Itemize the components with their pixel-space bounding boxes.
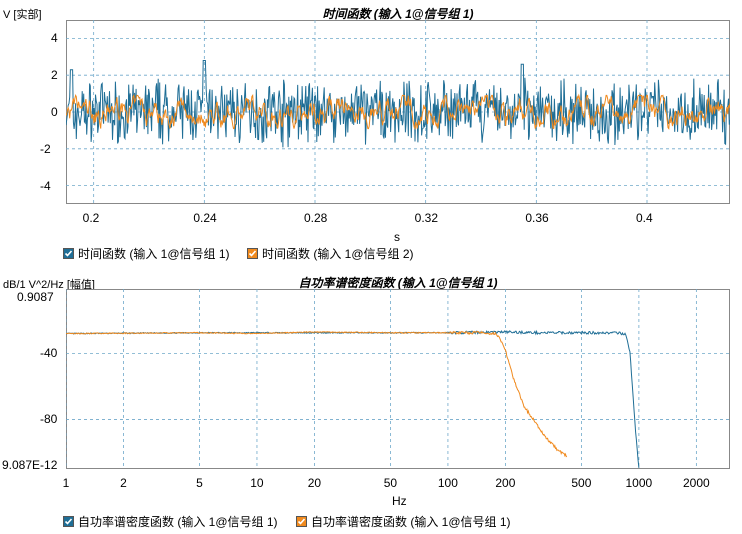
series-line-2 bbox=[66, 93, 730, 131]
x-tick-label: 2000 bbox=[682, 476, 710, 490]
x-tick-label: 0.32 bbox=[414, 211, 439, 225]
x-tick-label: 1 bbox=[62, 476, 70, 490]
series-line-1 bbox=[66, 60, 730, 148]
legend-label: 自功率谱密度函数 (输入 1@信号组 1) bbox=[311, 515, 511, 529]
x-tick-label: 100 bbox=[437, 476, 458, 490]
bottom-chart-ymin-label: 9.087E-12 bbox=[2, 458, 58, 472]
x-tick-label: 200 bbox=[495, 476, 516, 490]
x-tick-label: 0.4 bbox=[636, 211, 653, 225]
x-tick-label: 1000 bbox=[625, 476, 653, 490]
x-tick-label: 0.28 bbox=[304, 211, 328, 225]
legend-label: 时间函数 (输入 1@信号组 2) bbox=[262, 247, 414, 261]
series-line-2 bbox=[66, 330, 568, 458]
y-tick-label: 0 bbox=[51, 105, 58, 119]
checkbox-icon[interactable] bbox=[247, 248, 258, 259]
top-chart-plot[interactable] bbox=[66, 20, 730, 204]
legend-label: 时间函数 (输入 1@信号组 1) bbox=[78, 247, 230, 261]
bottom-chart-title: 自功率谱密度函数 (输入 1@信号组 1) bbox=[298, 276, 498, 290]
x-tick-label: 5 bbox=[196, 476, 203, 490]
x-tick-label: 500 bbox=[571, 476, 592, 490]
y-tick-label: 4 bbox=[51, 31, 58, 46]
y-tick-label: -80 bbox=[40, 412, 58, 427]
bottom-chart-xlabel: Hz bbox=[392, 494, 407, 508]
checkbox-icon[interactable] bbox=[296, 516, 307, 527]
top-legend-item-2[interactable]: 时间函数 (输入 1@信号组 2) bbox=[247, 245, 414, 262]
top-legend-item-1[interactable]: 时间函数 (输入 1@信号组 1) bbox=[63, 245, 230, 262]
bottom-legend-item-1[interactable]: 自功率谱密度函数 (输入 1@信号组 1) bbox=[63, 513, 278, 530]
y-tick-label: -40 bbox=[40, 346, 58, 361]
checkbox-icon[interactable] bbox=[63, 248, 74, 259]
y-tick-label: 2 bbox=[51, 68, 58, 83]
x-tick-label: 20 bbox=[307, 476, 322, 490]
bottom-chart-ylabel: dB/1 V^2/Hz [幅值] bbox=[3, 279, 95, 291]
top-chart-ylabel: V [实部] bbox=[3, 9, 42, 21]
x-tick-label: 50 bbox=[383, 476, 398, 490]
plot-frame bbox=[66, 289, 730, 469]
x-tick-label: 10 bbox=[250, 476, 264, 490]
x-tick-label: 0.2 bbox=[82, 211, 100, 225]
top-chart-xlabel: s bbox=[394, 230, 400, 244]
top-chart-title: 时间函数 (输入 1@信号组 1) bbox=[322, 7, 474, 21]
bottom-legend-item-2[interactable]: 自功率谱密度函数 (输入 1@信号组 1) bbox=[296, 513, 511, 530]
x-tick-label: 0.36 bbox=[525, 211, 549, 225]
bottom-chart-ymax-label: 0.9087 bbox=[17, 290, 54, 304]
bottom-chart-plot[interactable] bbox=[66, 289, 730, 469]
y-tick-label: -2 bbox=[40, 141, 51, 156]
legend-label: 自功率谱密度函数 (输入 1@信号组 1) bbox=[78, 515, 278, 529]
checkbox-icon[interactable] bbox=[63, 516, 74, 527]
x-tick-label: 2 bbox=[120, 476, 127, 490]
x-tick-label: 0.24 bbox=[193, 211, 217, 225]
y-tick-label: -4 bbox=[40, 178, 51, 193]
